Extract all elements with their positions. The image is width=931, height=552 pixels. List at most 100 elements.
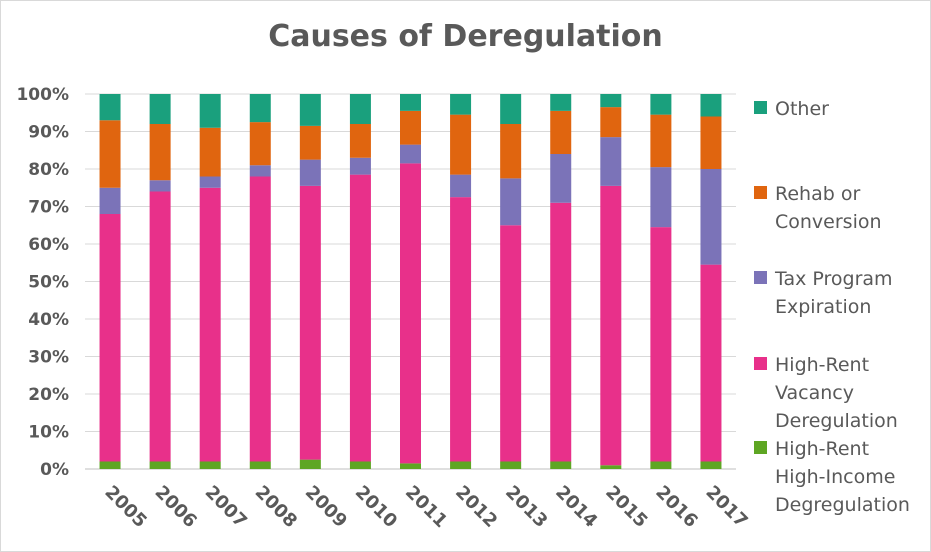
bar-segment	[500, 225, 522, 462]
x-tick-label: 2010	[351, 482, 401, 532]
bar-segment	[249, 165, 271, 177]
y-tick-label: 30%	[28, 348, 69, 368]
y-tick-label: 10%	[28, 423, 69, 443]
bar-segment	[600, 465, 622, 469]
bar-segment	[199, 94, 221, 128]
x-tick-label: 2007	[201, 482, 251, 532]
legend-label: High-Rent	[775, 354, 869, 376]
bar-segment	[400, 463, 421, 469]
legend-swatch	[754, 271, 767, 284]
legend: Other Rehab or Conversion Tax Program Expira…	[754, 98, 910, 516]
bar-segment	[299, 459, 321, 469]
bar-segment	[500, 461, 522, 469]
bar-segment	[600, 94, 622, 108]
bar-segment	[700, 461, 722, 469]
legend-swatch	[754, 441, 767, 454]
bar-segment	[600, 185, 622, 466]
bar-segment	[700, 264, 722, 462]
bar-segment	[149, 94, 171, 124]
bar-segment	[450, 94, 472, 115]
bar-segment	[650, 167, 672, 228]
bar-segment	[550, 202, 572, 462]
y-tick-label: 60%	[28, 235, 69, 255]
x-tick-label: 2006	[151, 482, 201, 532]
bar-segment	[500, 124, 522, 179]
bar-segment	[700, 116, 722, 169]
bar-segment	[299, 159, 321, 186]
bar-segment	[400, 110, 421, 145]
x-tick-label: 2017	[701, 482, 751, 532]
legend-label: High-Rent	[775, 438, 869, 460]
bar-segment	[600, 107, 622, 138]
bar-segment	[99, 461, 121, 469]
bar-segment	[149, 191, 171, 462]
bar-segment	[450, 174, 472, 198]
x-tick-label: 2013	[501, 482, 551, 532]
bar-segment	[550, 461, 572, 469]
bar-segment	[199, 176, 221, 188]
legend-label: Conversion	[775, 211, 882, 233]
legend-label: Deregulation	[775, 410, 898, 432]
bar-segment	[349, 174, 371, 462]
chart-title: Causes of Deregulation	[268, 19, 663, 54]
bar-segment	[249, 94, 271, 123]
bar-segment	[99, 94, 121, 121]
bar-segment	[650, 227, 672, 462]
bar-segment	[249, 122, 271, 166]
bar-segment	[450, 114, 472, 175]
legend-label: Expiration	[775, 296, 871, 318]
x-tick-label: 2012	[451, 482, 501, 532]
legend-label: Other	[775, 98, 829, 120]
bar-segment	[700, 94, 722, 117]
bar-segment	[400, 144, 421, 164]
bar-segment	[199, 461, 221, 469]
bar-segment	[349, 157, 371, 175]
bar-segment	[349, 94, 371, 124]
y-tick-label: 50%	[28, 273, 69, 293]
y-tick-label: 100%	[16, 85, 69, 105]
bar-segment	[550, 154, 572, 203]
bar-segment	[650, 114, 672, 168]
bar-segment	[600, 137, 622, 186]
x-axis-ticks: 2005 2006 2007 2008 2009 2010 2011 2012 2013 2014…	[101, 482, 752, 532]
bar-segment	[149, 124, 171, 181]
legend-label: Rehab or	[775, 183, 860, 205]
bar-segment	[99, 187, 121, 214]
bar-segment	[650, 94, 672, 115]
bar-segment	[349, 124, 371, 158]
y-tick-label: 90%	[28, 123, 69, 143]
bar-segment	[550, 110, 572, 154]
bar-segment	[149, 461, 171, 469]
y-axis-ticks: 0% 10% 20% 30% 40% 50% 60% 70% 80% 90% 100%	[16, 85, 69, 480]
x-tick-label: 2016	[651, 482, 701, 532]
y-tick-label: 0%	[40, 460, 69, 480]
x-tick-label: 2008	[251, 482, 301, 532]
legend-swatch	[754, 186, 767, 199]
x-tick-label: 2011	[401, 482, 451, 532]
bar-segment	[450, 197, 472, 462]
bar-segment	[249, 461, 271, 469]
bar-segment	[700, 169, 722, 265]
bar-segment	[99, 214, 121, 462]
y-tick-label: 70%	[28, 198, 69, 218]
bar-segment	[500, 178, 522, 226]
bar-segment	[650, 461, 672, 469]
legend-label: Vacancy	[775, 382, 854, 404]
bar-segment	[249, 176, 271, 462]
bar-segment	[349, 461, 371, 469]
bars	[99, 94, 722, 469]
x-tick-label: 2014	[551, 482, 601, 532]
bar-segment	[500, 94, 522, 124]
bar-segment	[550, 94, 572, 111]
bar-segment	[450, 461, 472, 469]
bar-segment	[199, 187, 221, 462]
bar-segment	[149, 180, 171, 192]
bar-segment	[199, 127, 221, 177]
legend-swatch	[754, 101, 767, 114]
bar-segment	[400, 94, 421, 111]
legend-label: Degregulation	[775, 494, 910, 516]
x-tick-label: 2005	[101, 482, 151, 532]
x-tick-label: 2009	[301, 482, 351, 532]
